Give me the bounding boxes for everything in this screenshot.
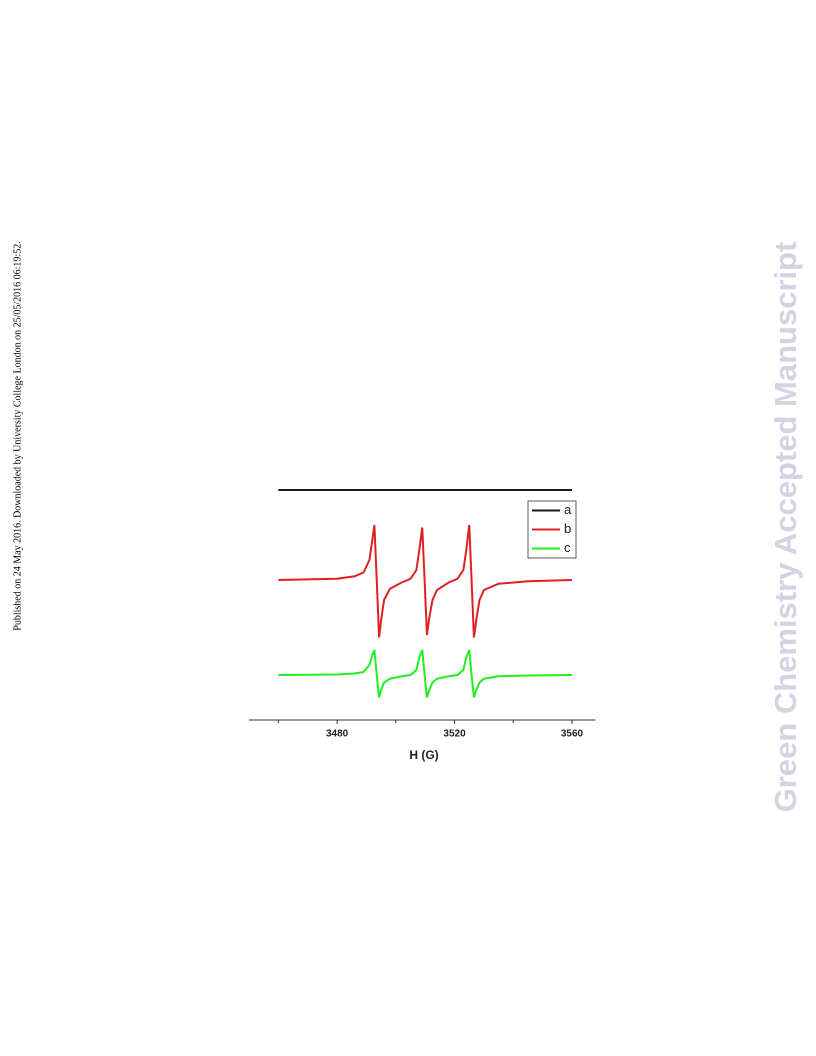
- x-tick-label: 3480: [326, 729, 349, 740]
- series-line: [278, 524, 573, 638]
- legend-label: c: [564, 540, 571, 555]
- series-line: [278, 649, 573, 698]
- x-tick-label: 3520: [443, 729, 466, 740]
- legend-label: b: [564, 521, 571, 536]
- x-axis-label: H (G): [409, 748, 438, 762]
- legend-label: a: [564, 502, 572, 517]
- download-note: Published on 24 May 2016. Downloaded by …: [12, 241, 23, 630]
- x-tick-label: 3560: [561, 729, 584, 740]
- watermark: Green Chemistry Accepted Manuscript: [768, 242, 803, 813]
